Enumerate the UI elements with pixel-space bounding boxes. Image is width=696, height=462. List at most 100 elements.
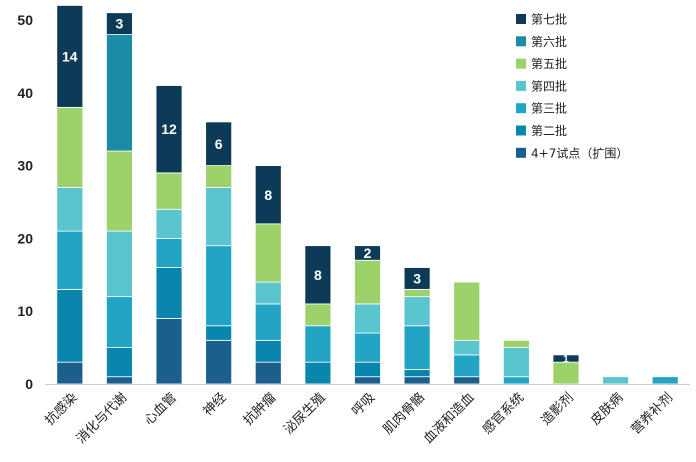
x-tick-label: 皮肤病: [588, 390, 626, 428]
bar-segment: [56, 106, 84, 188]
bar-segment: [205, 339, 233, 385]
bar-segment: [205, 187, 233, 247]
legend-label: 第六批: [531, 34, 567, 49]
bar-segment: [56, 5, 84, 108]
bar-segment: [502, 376, 530, 385]
bar-segment: [106, 150, 133, 232]
bar-segment: [155, 172, 183, 210]
x-tick-label: 泌尿生殖: [281, 390, 329, 438]
data-label: 1: [563, 354, 569, 365]
bar-segment: [552, 361, 580, 385]
bar-segment: [56, 288, 84, 363]
bar-segment: [354, 332, 381, 363]
y-tick-label: 10: [17, 303, 33, 319]
bar-segment: [403, 369, 431, 378]
x-tick-label: 血液和造血: [421, 390, 478, 447]
bar-segment: [304, 361, 332, 385]
data-label: 2: [364, 245, 372, 261]
bar-segment: [205, 121, 233, 166]
bar-segment: [106, 376, 133, 385]
data-label: 3: [413, 270, 421, 286]
legend-label: 第七批: [531, 12, 567, 27]
legend-swatch: [516, 125, 526, 136]
bar-segment: [254, 223, 282, 283]
bar-segment: [155, 85, 183, 174]
data-label: 8: [314, 267, 322, 283]
bar-segment: [354, 259, 381, 305]
bar-segment: [354, 376, 381, 385]
bar-segment: [552, 354, 580, 363]
bar-segment: [453, 354, 481, 378]
legend-swatch: [516, 147, 526, 158]
bar-segment: [56, 230, 84, 290]
bar-segment: [205, 245, 233, 327]
bar-segment: [304, 303, 332, 327]
legend-swatch: [516, 80, 526, 91]
bar-segment: [155, 237, 183, 268]
bar-segment: [354, 245, 381, 261]
data-label: 3: [116, 16, 124, 32]
x-tick-label: 造影剂: [539, 390, 577, 428]
bar-segment: [106, 12, 133, 35]
plot-area: 14 3 12 6 8 8 2 3 1: [56, 5, 679, 385]
bar-segment: [403, 376, 431, 385]
bar-segment: [254, 339, 282, 363]
bar-segment: [403, 288, 431, 298]
data-label: 6: [215, 136, 223, 152]
data-label: 14: [62, 48, 78, 64]
bar-segment: [106, 347, 133, 378]
legend-label: 第二批: [531, 123, 567, 138]
legend-swatch: [516, 58, 526, 69]
bar-segment: [453, 281, 481, 341]
bar-segment: [602, 376, 629, 385]
data-label: 12: [161, 121, 177, 137]
bar-segment: [106, 230, 133, 298]
bar-segment: [502, 347, 530, 378]
bar-segment: [254, 281, 282, 305]
bar-segment: [403, 325, 431, 370]
legend-swatch: [516, 14, 526, 24]
y-axis: 0 10 20 30 40 50: [17, 12, 33, 392]
bar-segment: [155, 208, 183, 239]
x-tick-label: 感官系统: [479, 390, 527, 438]
data-label: 8: [264, 187, 272, 203]
bar-segment: [304, 245, 332, 305]
bar-segment: [403, 296, 431, 327]
bar-segment: [205, 165, 233, 188]
bar-segment: [56, 187, 84, 232]
bar-segment: [155, 267, 183, 319]
bar-segment: [502, 339, 530, 349]
legend-label: 第三批: [531, 101, 567, 116]
bar-segment: [106, 34, 133, 152]
legend-label: 第五批: [531, 56, 567, 71]
y-tick-label: 20: [17, 230, 33, 246]
x-tick-label: 消化与代谢: [73, 390, 130, 447]
bar-segment: [155, 318, 183, 385]
bar-segment: [205, 325, 233, 341]
bar-segment: [354, 303, 381, 334]
bar-segment: [403, 267, 431, 290]
bar-segment: [254, 165, 282, 225]
legend-swatch: [516, 103, 526, 114]
y-tick-label: 40: [17, 85, 33, 101]
legend-label: 第四批: [531, 78, 567, 93]
x-tick-label: 呼吸: [349, 390, 378, 419]
y-tick-label: 0: [25, 376, 33, 392]
x-tick-label: 营养补剂: [628, 390, 676, 438]
bar-segment: [354, 361, 381, 378]
x-tick-label: 肌肉骨骼: [380, 390, 428, 438]
bar-segment: [651, 376, 679, 385]
bar-segment: [453, 339, 481, 356]
y-tick-label: 50: [17, 12, 33, 28]
x-tick-label: 神经: [200, 390, 229, 419]
bar-segment: [254, 361, 282, 385]
legend-swatch: [516, 36, 526, 47]
bar-segment: [254, 303, 282, 341]
x-tick-label: 心血管: [142, 390, 180, 428]
bar-segment: [56, 361, 84, 385]
x-tick-label: 抗感染: [42, 390, 81, 429]
x-tick-label: 抗肿瘤: [240, 390, 279, 429]
bar-segment: [304, 325, 332, 363]
